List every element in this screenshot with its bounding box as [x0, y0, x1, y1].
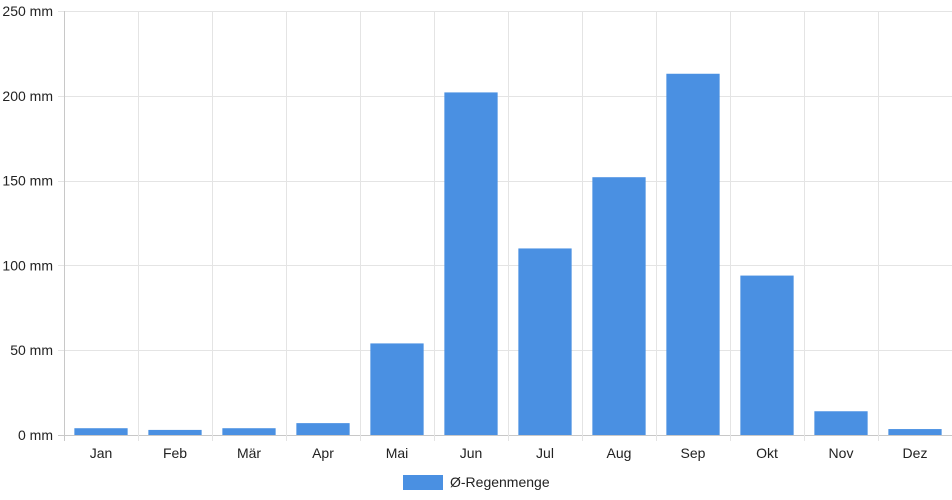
y-tick-label: 200 mm [2, 88, 53, 104]
y-tick-label: 250 mm [2, 3, 53, 19]
x-tick-label: Sep [681, 445, 706, 461]
x-tick-label: Mär [237, 445, 261, 461]
bar-jan[interactable] [74, 428, 128, 435]
y-tick-label: 150 mm [2, 173, 53, 189]
bar-nov[interactable] [814, 411, 868, 435]
bar-apr[interactable] [296, 423, 350, 435]
bar-mär[interactable] [222, 428, 276, 435]
legend-label[interactable]: Ø-Regenmenge [450, 474, 550, 490]
x-tick-label: Feb [163, 445, 187, 461]
x-tick-label: Aug [607, 445, 632, 461]
x-tick-label: Dez [903, 445, 928, 461]
x-tick-label: Mai [386, 445, 409, 461]
legend[interactable]: Ø-Regenmenge [403, 474, 550, 490]
bar-sep[interactable] [666, 73, 720, 435]
y-tick-label: 0 mm [18, 427, 53, 443]
legend-swatch[interactable] [403, 475, 443, 490]
bar-mai[interactable] [370, 343, 424, 435]
x-axis-tick-labels: Jan Feb Mär Apr Mai Jun Jul Aug Sep Okt Nov Dez [90, 445, 928, 461]
bar-jun[interactable] [444, 92, 498, 436]
x-tick-label: Jan [90, 445, 113, 461]
x-tick-label: Jun [460, 445, 483, 461]
x-tick-label: Jul [536, 445, 554, 461]
x-tick-label: Okt [756, 445, 778, 461]
y-tick-label: 100 mm [2, 257, 53, 273]
bar-okt[interactable] [740, 275, 794, 435]
bar-aug[interactable] [592, 177, 646, 435]
y-tick-label: 50 mm [10, 342, 53, 358]
bar-jul[interactable] [518, 248, 572, 435]
grid-lines [58, 11, 952, 441]
bar-feb[interactable] [148, 429, 202, 435]
y-axis-tick-labels: 0 mm 50 mm 100 mm 150 mm 200 mm 250 mm [2, 3, 53, 443]
bar-dez[interactable] [888, 429, 942, 435]
bars [74, 73, 942, 436]
x-tick-label: Apr [312, 445, 334, 461]
x-tick-label: Nov [829, 445, 854, 461]
